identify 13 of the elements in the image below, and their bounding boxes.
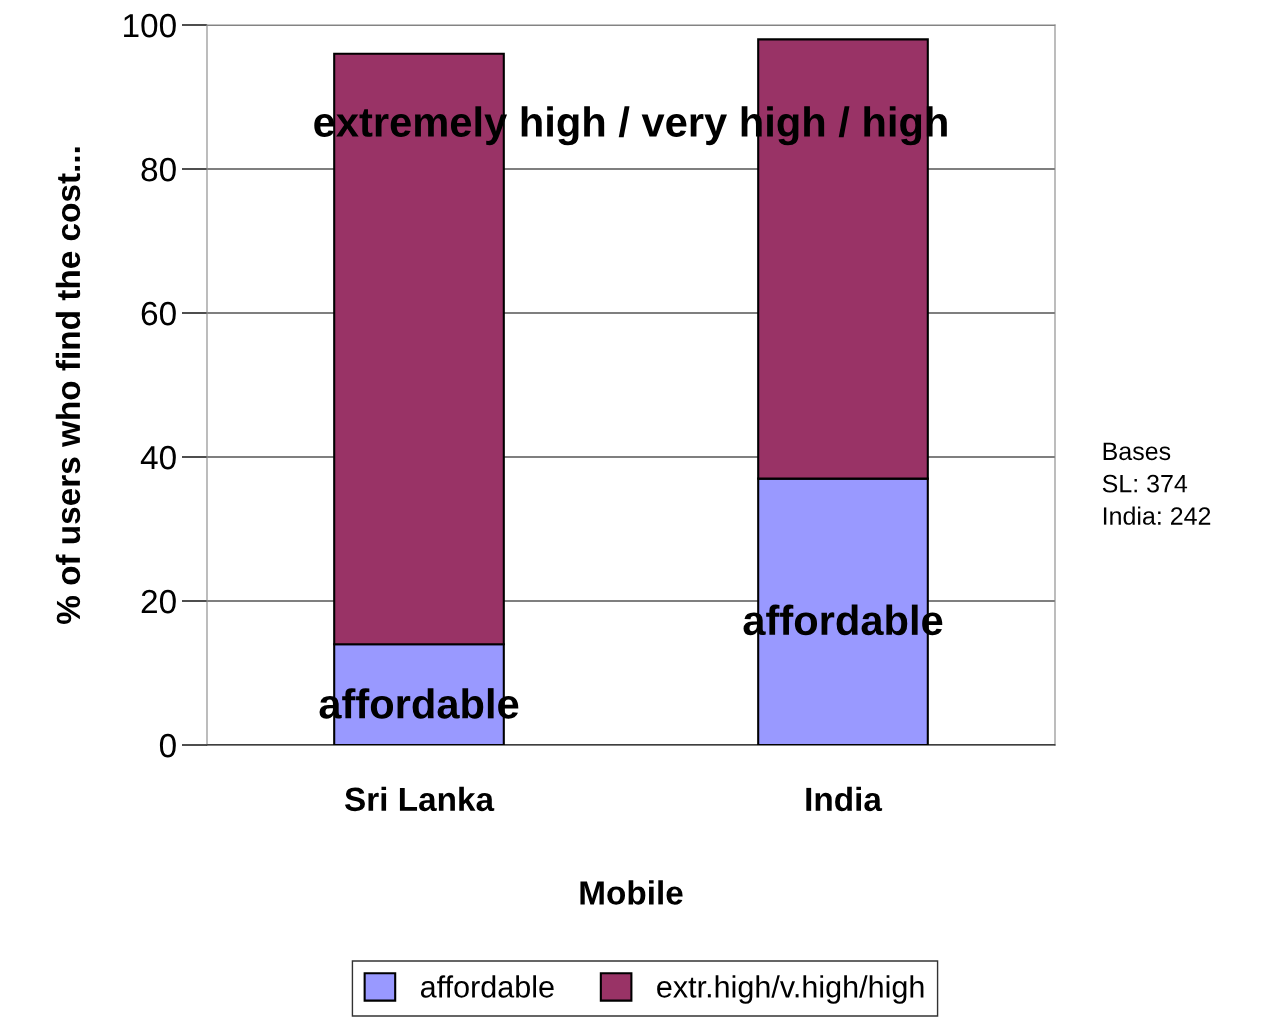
y-tick-label: 80 xyxy=(141,157,176,182)
text: Bases SL: 374 India: 242 xyxy=(1102,442,1211,525)
y-tick-label: 20 xyxy=(141,589,176,614)
legend-label: affordable xyxy=(420,975,554,998)
x-axis-title: Mobile xyxy=(580,880,683,905)
y-axis-title: % of users who find the cost... xyxy=(55,147,81,624)
y-tick-label: 0 xyxy=(159,733,176,758)
y-tick-label: 100 xyxy=(124,13,176,38)
legend-label: extr.high/v.high/high xyxy=(657,975,924,1004)
y-tick-label: 60 xyxy=(141,301,176,326)
x-tick-label: India xyxy=(806,786,883,812)
y-tick-label: 40 xyxy=(140,445,176,470)
x-tick-label: Sri Lanka xyxy=(344,786,495,812)
